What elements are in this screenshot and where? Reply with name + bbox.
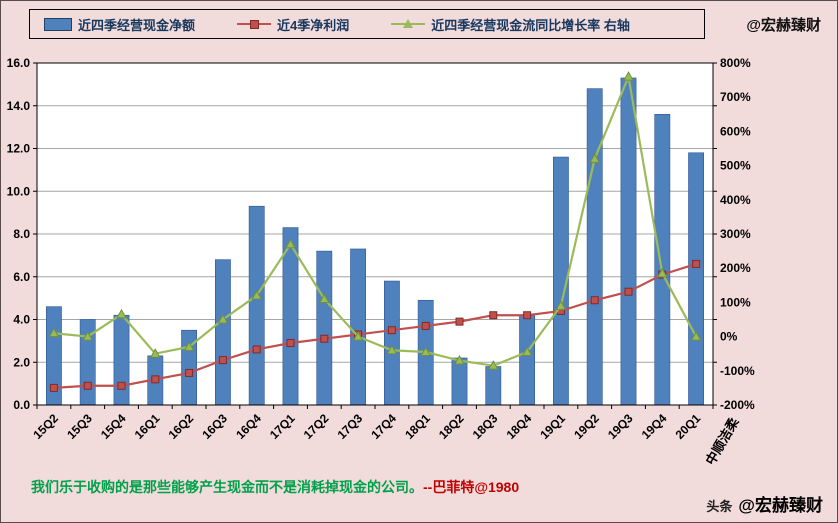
legend-label-cash-flow: 近四季经营现金净额: [78, 17, 196, 33]
svg-text:-200%: -200%: [720, 398, 755, 412]
svg-text:15Q2: 15Q2: [30, 411, 61, 442]
svg-text:19Q4: 19Q4: [639, 411, 670, 442]
company-label: 中顺洁柔: [703, 414, 742, 467]
svg-text:0%: 0%: [720, 330, 738, 344]
svg-text:17Q1: 17Q1: [267, 411, 298, 442]
bar-20Q1: [688, 152, 705, 406]
legend-item-cash-flow: 近四季经营现金净额: [44, 15, 195, 34]
bar-18Q4: [519, 314, 536, 406]
quote-attribution: --巴菲特@1980: [423, 479, 520, 495]
svg-text:15Q4: 15Q4: [98, 411, 129, 442]
footer-quote: 我们乐于收购的是那些能够产生现金而不是消耗掉现金的公司。--巴菲特@1980: [31, 477, 519, 497]
svg-text:16.0: 16.0: [7, 56, 31, 70]
svg-text:17Q4: 17Q4: [368, 411, 399, 442]
svg-text:700%: 700%: [720, 90, 751, 104]
svg-text:8.0: 8.0: [13, 227, 30, 241]
bar-17Q3: [350, 248, 367, 406]
svg-text:16Q3: 16Q3: [199, 411, 230, 442]
x-axis-labels: 15Q2 15Q3 15Q4 16Q1 16Q2 16Q3 16Q4 17Q1 17Q2 17Q3…: [30, 411, 703, 442]
brand-prefix: 头条: [706, 499, 733, 514]
svg-text:200%: 200%: [720, 261, 751, 275]
watermark: @宏赫臻财: [746, 17, 821, 34]
svg-text:19Q1: 19Q1: [537, 411, 568, 442]
combo-chart: 0.0 2.0 4.0 6.0 8.0 10.0 12.0 14.0 16.0 -200% -100…: [7, 56, 755, 468]
bar-16Q3: [214, 259, 231, 406]
svg-text:-100%: -100%: [720, 364, 755, 378]
svg-text:18Q1: 18Q1: [402, 411, 433, 442]
legend-label-net-profit: 近4季净利润: [277, 17, 350, 33]
svg-text:4.0: 4.0: [13, 313, 30, 327]
growth-markers: [48, 71, 702, 370]
svg-text:10.0: 10.0: [7, 184, 31, 198]
bar-19Q3: [620, 77, 637, 406]
svg-text:16Q1: 16Q1: [132, 411, 163, 442]
axis-ticks: [33, 62, 717, 409]
svg-text:16Q4: 16Q4: [233, 411, 264, 442]
svg-text:300%: 300%: [720, 227, 751, 241]
svg-text:800%: 800%: [720, 56, 751, 70]
brand-name: @宏赫臻财: [738, 496, 823, 515]
right-axis-labels: -200% -100% 0% 100% 200% 300% 400% 500% 600% 700%…: [720, 56, 755, 412]
legend-item-growth-rate: 近四季经营现金流同比增长率 右轴: [391, 15, 630, 34]
bar-19Q4: [654, 114, 671, 406]
quote-text: 我们乐于收购的是那些能够产生现金而不是消耗掉现金的公司。: [31, 479, 423, 495]
svg-text:18Q4: 18Q4: [504, 411, 535, 442]
svg-text:18Q3: 18Q3: [470, 411, 501, 442]
footer-brand: 头条 @宏赫臻财: [706, 491, 823, 516]
bar-17Q4: [383, 280, 400, 406]
plot-border: [36, 62, 714, 406]
svg-text:18Q2: 18Q2: [436, 411, 467, 442]
svg-text:17Q2: 17Q2: [301, 411, 332, 442]
svg-text:600%: 600%: [720, 124, 751, 138]
svg-text:6.0: 6.0: [13, 270, 30, 284]
line-square-swatch-icon: [237, 18, 272, 31]
svg-text:16Q2: 16Q2: [166, 411, 197, 442]
svg-text:15Q3: 15Q3: [64, 411, 95, 442]
svg-text:12.0: 12.0: [7, 142, 31, 156]
svg-text:17Q3: 17Q3: [335, 411, 366, 442]
svg-text:100%: 100%: [720, 295, 751, 309]
line-triangle-swatch-icon: [391, 18, 426, 31]
bar-19Q2: [586, 88, 603, 406]
legend-label-growth-rate: 近四季经营现金流同比增长率 右轴: [431, 17, 630, 33]
bar-17Q2: [316, 250, 333, 406]
legend-item-net-profit: 近4季净利润: [237, 15, 349, 34]
net-profit-line: [53, 262, 697, 389]
svg-text:19Q2: 19Q2: [571, 411, 602, 442]
svg-text:19Q3: 19Q3: [605, 411, 636, 442]
svg-text:400%: 400%: [720, 193, 751, 207]
svg-text:2.0: 2.0: [13, 355, 30, 369]
left-axis-labels: 0.0 2.0 4.0 6.0 8.0 10.0 12.0 14.0 16.0: [7, 56, 31, 412]
svg-text:500%: 500%: [720, 159, 751, 173]
svg-text:20Q1: 20Q1: [673, 411, 704, 442]
svg-text:0.0: 0.0: [13, 398, 30, 412]
bar-18Q2: [451, 357, 468, 406]
svg-text:14.0: 14.0: [7, 99, 31, 113]
bar-18Q3: [485, 366, 502, 406]
bar-15Q4: [113, 314, 130, 406]
bar-swatch-icon: [44, 17, 72, 31]
growth-line: [53, 72, 698, 367]
bar-16Q4: [248, 205, 265, 406]
legend: 近四季经营现金净额 近4季净利润 近四季经营现金流同比增长率 右轴: [29, 9, 705, 39]
